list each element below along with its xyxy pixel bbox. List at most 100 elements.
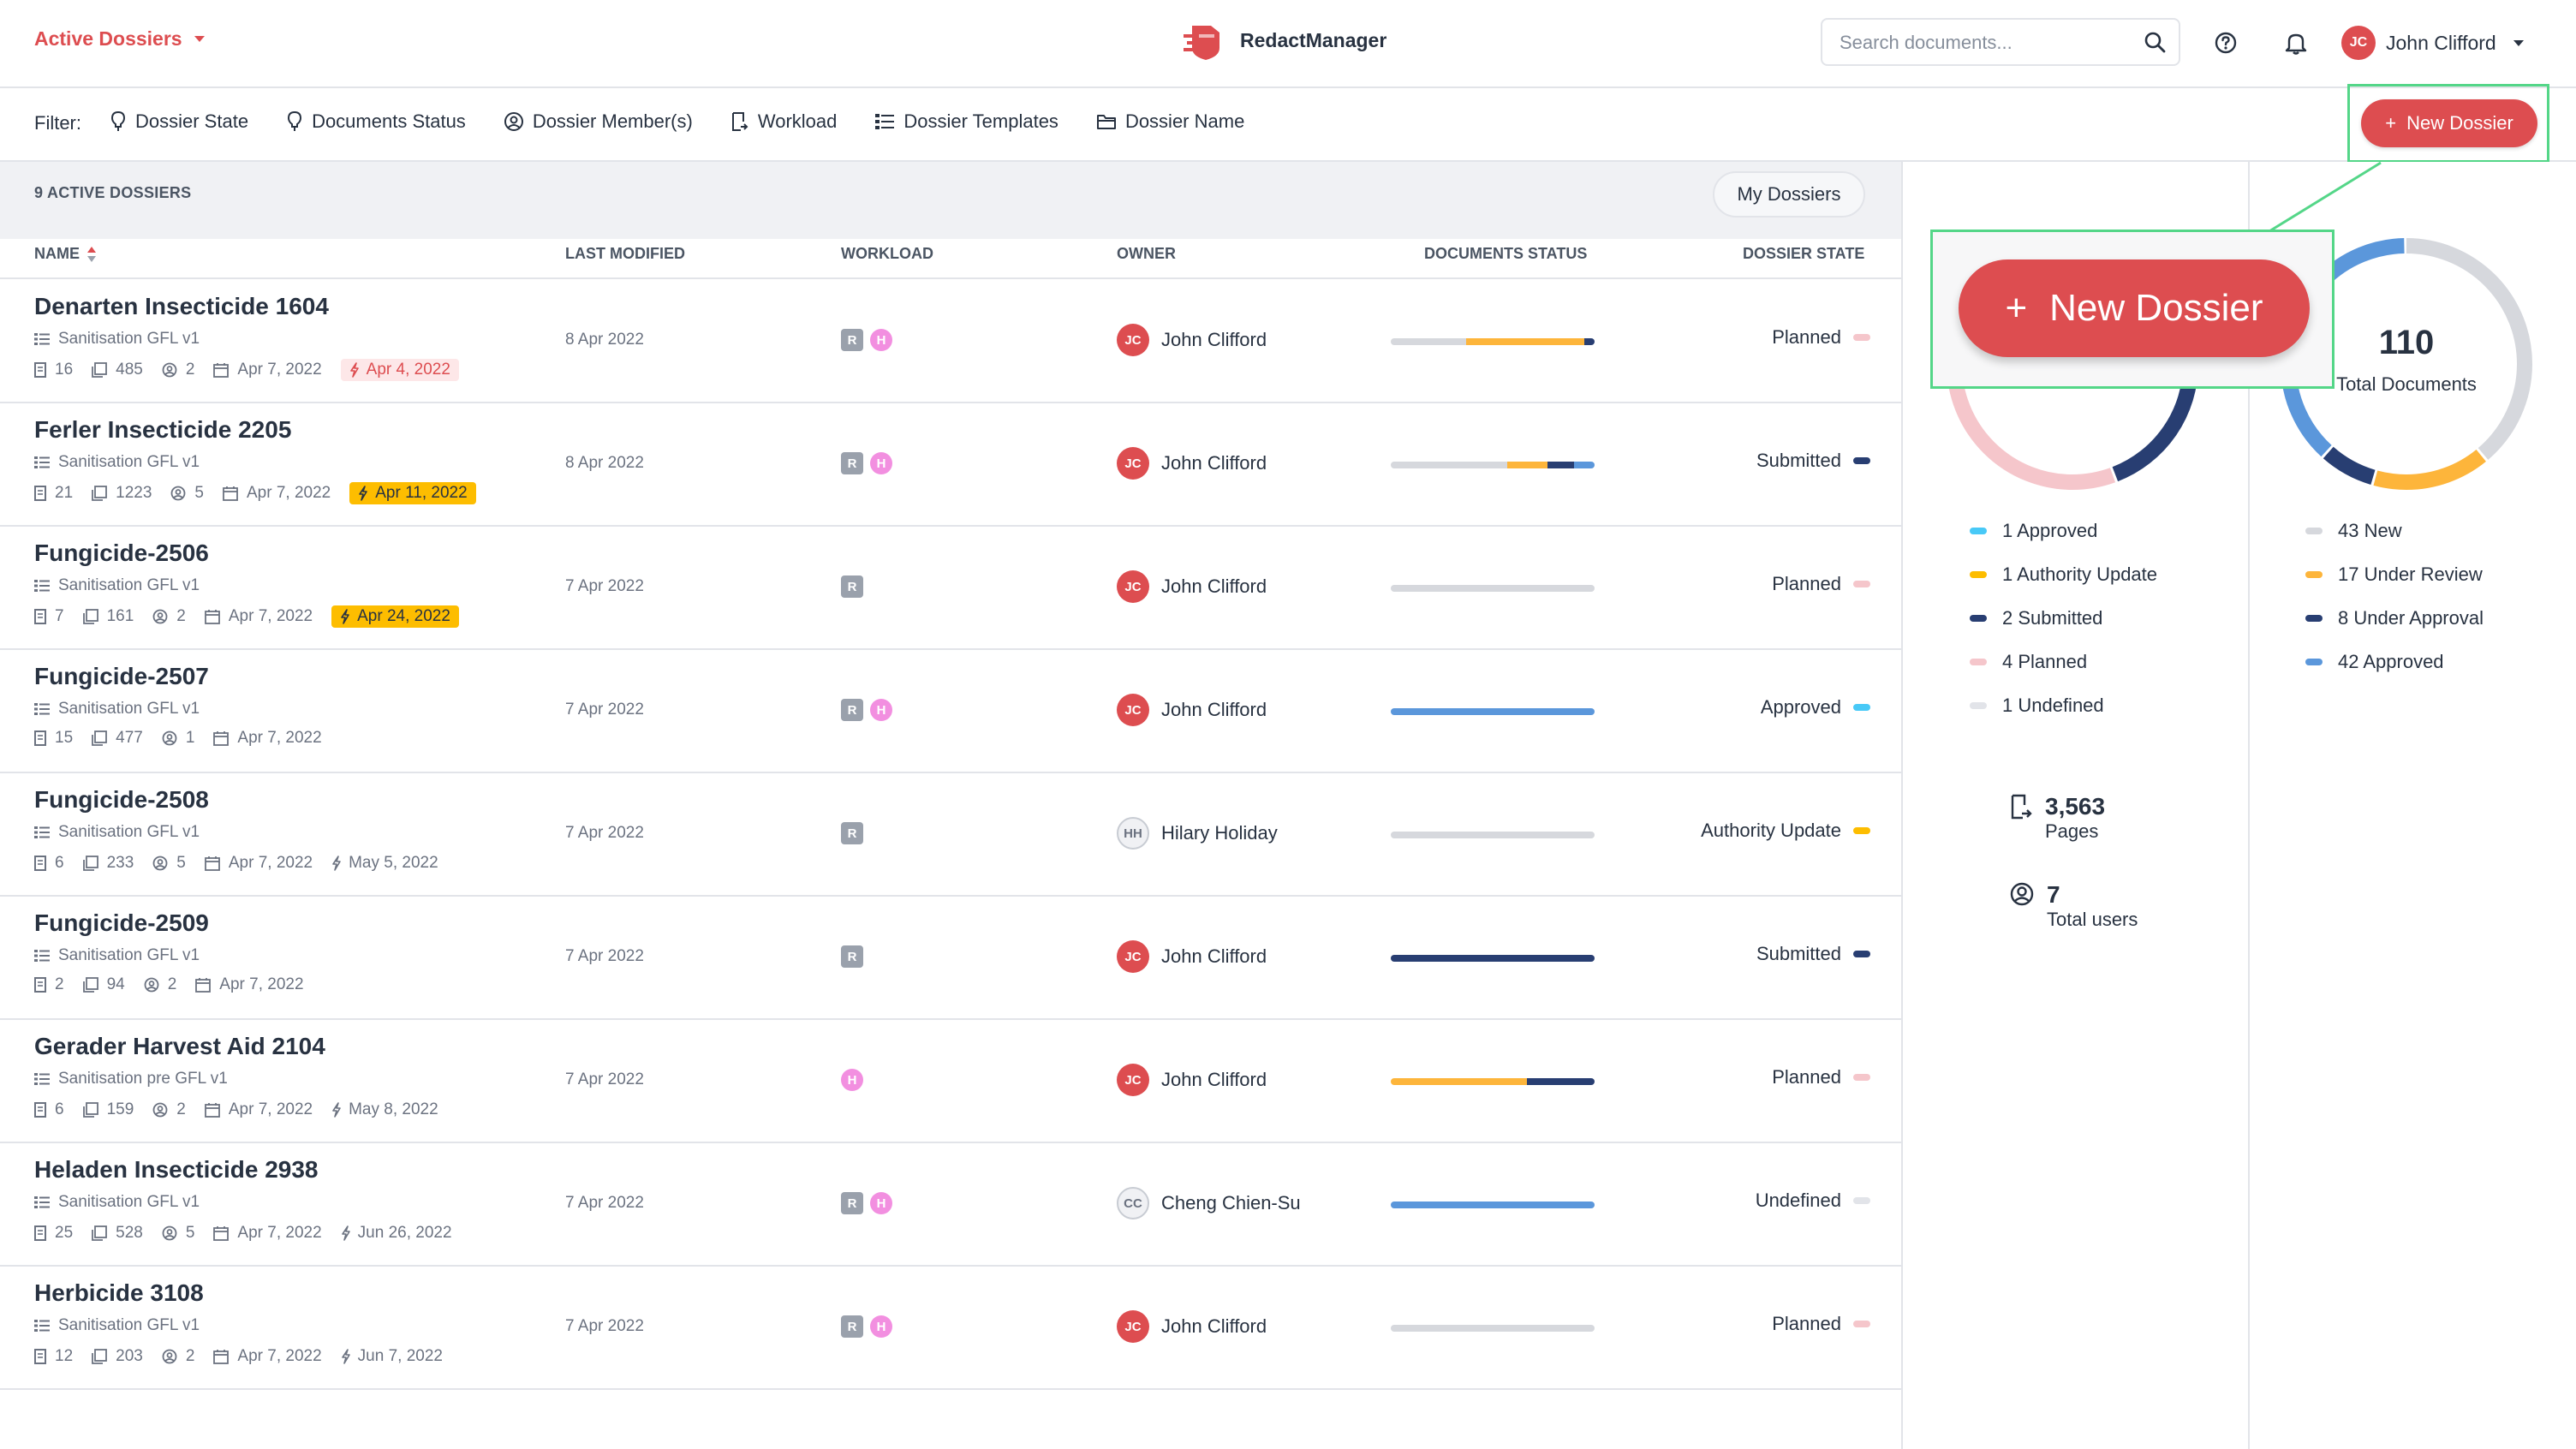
dossier-name[interactable]: Ferler Insecticide 2205 — [34, 416, 292, 443]
dossier-name[interactable]: Herbicide 3108 — [34, 1279, 204, 1306]
legend-item[interactable]: 1 Approved — [1970, 520, 2157, 542]
zoomed-new-dossier-label: New Dossier — [2049, 287, 2263, 329]
dossier-state-label: Planned — [1772, 1313, 1841, 1334]
dossier-row[interactable]: Heladen Insecticide 2938 Sanitisation GFL… — [0, 1142, 1901, 1267]
column-header-owner[interactable]: OWNER — [1117, 245, 1176, 263]
pages-count: 485 — [116, 361, 143, 379]
column-header-last-modified[interactable]: LAST MODIFIED — [565, 245, 685, 263]
documents-total: 110 — [2378, 324, 2435, 361]
workload-badge-r: R — [841, 699, 863, 721]
created-date: Apr 7, 2022 — [219, 975, 304, 993]
legend-item[interactable]: 1 Undefined — [1970, 695, 2157, 717]
legend-label: 42 Approved — [2338, 651, 2444, 672]
legend-swatch — [1970, 528, 1987, 534]
due-date: Apr 11, 2022 — [349, 482, 476, 504]
documents-status-bar[interactable] — [1391, 832, 1595, 838]
dossier-row[interactable]: Herbicide 3108 Sanitisation GFL v1 12 203 2 A… — [0, 1266, 1901, 1390]
dossier-name[interactable]: Gerader Harvest Aid 2104 — [34, 1033, 325, 1059]
new-dossier-button[interactable]: + New Dossier — [2361, 99, 2537, 147]
dossier-row[interactable]: Fungicide-2506 Sanitisation GFL v1 7 161 2 Ap… — [0, 526, 1901, 650]
documents-status-bar[interactable] — [1391, 1202, 1595, 1208]
due-date-text: Apr 11, 2022 — [375, 484, 468, 502]
column-header-documents-status[interactable]: DOCUMENTS STATUS — [1424, 245, 1587, 263]
dossier-name[interactable]: Fungicide-2509 — [34, 909, 209, 936]
template-name: Sanitisation GFL v1 — [58, 946, 200, 964]
documents-status-bar[interactable] — [1391, 1078, 1595, 1085]
legend-label: 4 Planned — [2002, 651, 2088, 672]
created-stat: Apr 7, 2022 — [213, 1224, 322, 1243]
active-dossiers-dropdown[interactable]: Active Dossiers — [34, 27, 205, 51]
pages-icon — [92, 730, 108, 746]
dossier-name[interactable]: Fungicide-2507 — [34, 663, 209, 689]
dossier-state: Approved — [1761, 696, 1870, 719]
pages-value: 3,563 — [2045, 793, 2106, 820]
dossier-row[interactable]: Ferler Insecticide 2205 Sanitisation GFL … — [0, 402, 1901, 527]
dossier-name[interactable]: Fungicide-2508 — [34, 786, 209, 813]
owner-avatar: CC — [1117, 1187, 1149, 1219]
user-circle-icon — [152, 856, 168, 871]
dossier-name[interactable]: Heladen Insecticide 2938 — [34, 1156, 319, 1183]
dossier-template: Sanitisation GFL v1 — [34, 1193, 200, 1212]
column-header-workload[interactable]: WORKLOAD — [841, 245, 933, 263]
column-header-name[interactable]: NAME — [34, 245, 97, 263]
status-bar-segment — [1391, 708, 1595, 715]
filter-dossier-members[interactable]: Dossier Member(s) — [504, 110, 693, 133]
legend-item[interactable]: 8 Under Approval — [2305, 607, 2484, 629]
legend-item[interactable]: 1 Authority Update — [1970, 564, 2157, 586]
pages-count: 159 — [106, 1100, 134, 1118]
dossier-state-label: Undefined — [1755, 1190, 1841, 1211]
filter-workload[interactable]: Workload — [730, 110, 837, 133]
legend-item[interactable]: 42 Approved — [2305, 651, 2484, 673]
legend-item[interactable]: 17 Under Review — [2305, 564, 2484, 586]
owner: JC John Clifford — [1117, 1064, 1267, 1096]
filter-dossier-name[interactable]: Dossier Name — [1096, 110, 1244, 133]
created-date: Apr 7, 2022 — [237, 729, 322, 747]
dossier-name[interactable]: Denarten Insecticide 1604 — [34, 293, 329, 319]
dossier-row[interactable]: Fungicide-2508 Sanitisation GFL v1 6 233 5 Ap… — [0, 772, 1901, 897]
legend-item[interactable]: 4 Planned — [1970, 651, 2157, 673]
top-bar: Active Dossiers RedactManager JC John Cl… — [0, 0, 2576, 88]
help-icon[interactable] — [2214, 31, 2238, 59]
documents-status-bar[interactable] — [1391, 462, 1595, 468]
documents-status-bar[interactable] — [1391, 338, 1595, 345]
dossier-template: Sanitisation GFL v1 — [34, 330, 200, 349]
legend-item[interactable]: 43 New — [2305, 520, 2484, 542]
documents-status-bar[interactable] — [1391, 1325, 1595, 1332]
column-label-owner: OWNER — [1117, 245, 1176, 262]
members-count: 2 — [185, 361, 195, 379]
documents-status-bar[interactable] — [1391, 585, 1595, 592]
documents-status-bar[interactable] — [1391, 955, 1595, 962]
search-icon[interactable] — [2143, 30, 2167, 58]
legend-label: 8 Under Approval — [2338, 607, 2484, 629]
dossier-row[interactable]: Fungicide-2507 Sanitisation GFL v1 15 477 1 A… — [0, 649, 1901, 773]
dossier-state: Planned — [1772, 573, 1870, 595]
plus-icon: + — [2385, 112, 2397, 134]
legend-item[interactable]: 2 Submitted — [1970, 607, 2157, 629]
legend-swatch — [2305, 528, 2323, 534]
status-bar-segment — [1391, 1325, 1595, 1332]
owner-name: John Clifford — [1161, 329, 1267, 350]
dossier-row[interactable]: Gerader Harvest Aid 2104 Sanitisation pre… — [0, 1019, 1901, 1143]
documents-status-bar[interactable] — [1391, 708, 1595, 715]
created-stat: Apr 7, 2022 — [213, 1347, 322, 1366]
template-icon — [34, 703, 50, 715]
user-menu[interactable]: JC John Clifford — [2341, 26, 2524, 60]
filter-dossier-templates[interactable]: Dossier Templates — [874, 110, 1058, 133]
due-date: Apr 4, 2022 — [340, 359, 459, 381]
dossier-name[interactable]: Fungicide-2506 — [34, 540, 209, 566]
filter-documents-status[interactable]: Documents Status — [286, 110, 466, 133]
docs-stat: 12 — [34, 1347, 73, 1366]
new-dossier-label: New Dossier — [2406, 112, 2513, 134]
calendar-icon — [204, 610, 220, 624]
app-logo[interactable]: RedactManager — [1182, 19, 1386, 62]
dossier-stats: 16 485 2 Apr 7, 2022 Apr 4, 2022 — [34, 359, 459, 381]
my-dossiers-button[interactable]: My Dossiers — [1713, 171, 1865, 218]
dossier-row[interactable]: Denarten Insecticide 1604 Sanitisation GF… — [0, 279, 1901, 403]
filter-dossier-state[interactable]: Dossier State — [110, 110, 248, 133]
filter-label-dossier-state: Dossier State — [135, 110, 249, 132]
members-stat: 1 — [162, 729, 194, 748]
search-input[interactable] — [1838, 20, 2132, 66]
dossier-row[interactable]: Fungicide-2509 Sanitisation GFL v1 2 94 2 Apr… — [0, 896, 1901, 1020]
column-header-dossier-state[interactable]: DOSSIER STATE — [1743, 245, 1864, 263]
notifications-bell-icon[interactable] — [2284, 30, 2308, 60]
